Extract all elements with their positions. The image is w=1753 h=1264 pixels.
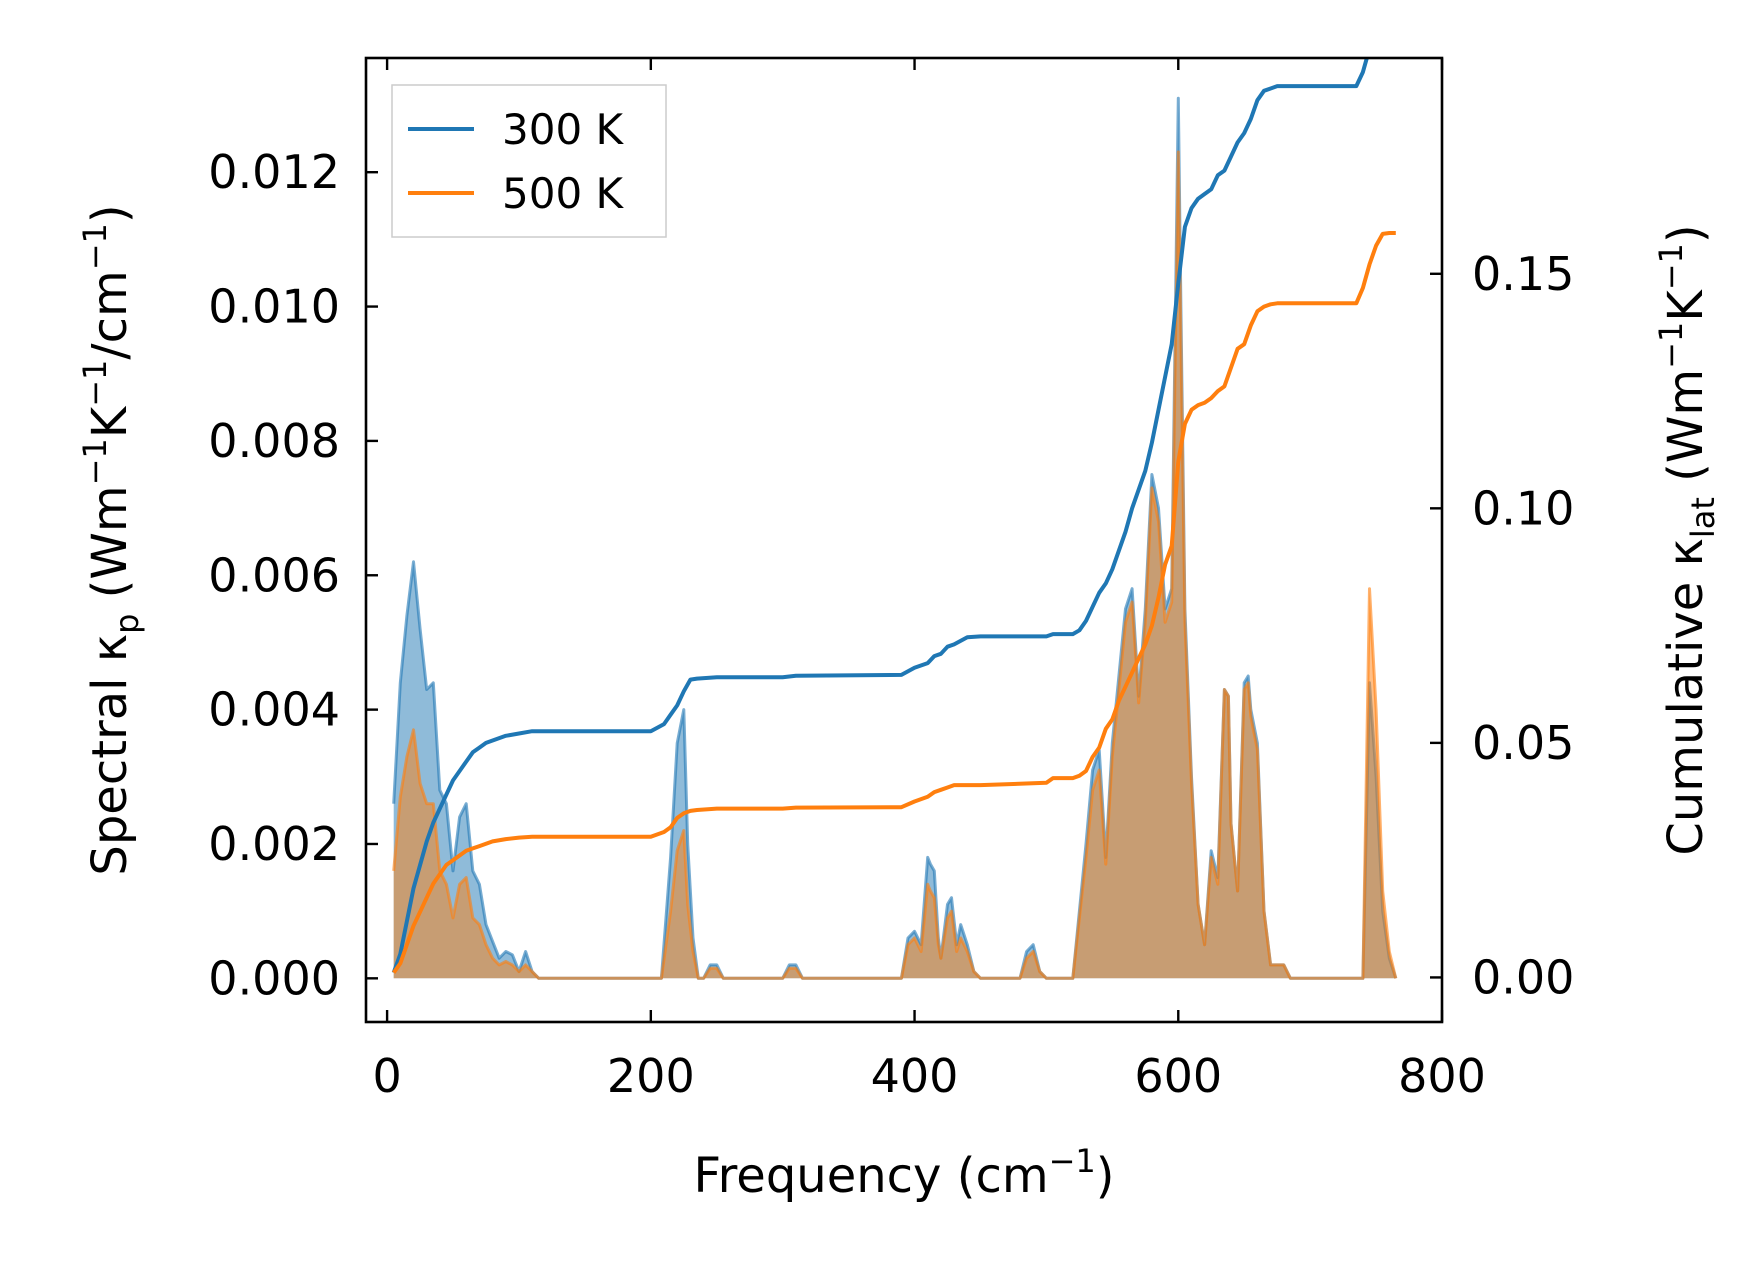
y-left-tick-label-0: 0.000 bbox=[208, 951, 340, 1005]
y-axis-right: 0.00 0.05 0.10 0.15 bbox=[1430, 247, 1574, 1004]
y-axis-right-title: Cumulative κlat (Wm−1K−1) bbox=[1652, 224, 1722, 855]
legend-label-500k: 500 K bbox=[502, 169, 625, 218]
y-left-tick-label-6: 0.012 bbox=[208, 145, 340, 199]
legend-label-300k: 300 K bbox=[502, 105, 625, 154]
y-left-unit-a: (Wm bbox=[82, 485, 138, 613]
x-axis: 0 200 400 600 800 bbox=[372, 58, 1486, 1103]
y-right-sub: lat bbox=[1684, 497, 1722, 538]
y-right-tick-label-2: 0.10 bbox=[1472, 481, 1574, 535]
y-left-tick-label-2: 0.004 bbox=[208, 683, 340, 737]
cumulative-line-1 bbox=[392, 231, 1396, 974]
x-tick-label-4: 800 bbox=[1398, 1049, 1486, 1103]
spectral-area-1 bbox=[393, 152, 1396, 979]
spectral-layer bbox=[392, 96, 1398, 980]
y-left-main: Spectral κ bbox=[82, 634, 138, 876]
spectral-line-1 bbox=[392, 150, 1398, 980]
y-left-sup2: −1 bbox=[76, 360, 114, 407]
y-left-sup3: −1 bbox=[76, 223, 114, 270]
y-left-unit-d: ) bbox=[82, 204, 138, 223]
y-axis-left-title: Spectral κp (Wm−1K−1/cm−1) bbox=[76, 204, 146, 875]
y-left-unit-c: /cm bbox=[82, 270, 138, 359]
y-left-tick-label-5: 0.010 bbox=[208, 280, 340, 334]
x-axis-title-prefix: Frequency (cm bbox=[693, 1148, 1048, 1204]
legend: 300 K 500 K bbox=[391, 84, 667, 238]
cumulative-layer bbox=[391, 58, 1396, 974]
x-axis-title-sup: −1 bbox=[1049, 1142, 1096, 1180]
plot-frame bbox=[364, 56, 1444, 1024]
x-tick-label-1: 200 bbox=[607, 1049, 695, 1103]
y-right-unit-a: (Wm bbox=[1658, 369, 1714, 497]
y-right-tick-label-0: 0.00 bbox=[1472, 950, 1574, 1004]
y-left-tick-label-1: 0.002 bbox=[208, 817, 340, 871]
y-right-main: Cumulative κ bbox=[1658, 538, 1714, 856]
legend-box bbox=[391, 84, 667, 238]
y-right-tick-label-3: 0.15 bbox=[1472, 247, 1574, 301]
x-axis-title: Frequency (cm−1) bbox=[693, 1142, 1114, 1204]
y-right-sup2: −1 bbox=[1652, 243, 1690, 290]
y-right-sup1: −1 bbox=[1652, 322, 1690, 369]
x-tick-label-2: 400 bbox=[871, 1049, 959, 1103]
y-left-tick-label-3: 0.006 bbox=[208, 548, 340, 602]
y-axis-left: 0.000 0.002 0.004 0.006 0.008 0.010 0.012 bbox=[208, 145, 378, 1005]
y-left-sup1: −1 bbox=[76, 438, 114, 485]
y-right-unit-c: ) bbox=[1658, 224, 1714, 243]
x-axis-title-suffix: ) bbox=[1096, 1148, 1115, 1204]
y-left-tick-label-4: 0.008 bbox=[208, 414, 340, 468]
y-left-unit-b: K bbox=[82, 405, 138, 438]
y-right-tick-label-1: 0.05 bbox=[1472, 716, 1574, 770]
y-right-unit-b: K bbox=[1658, 289, 1714, 322]
x-tick-label-0: 0 bbox=[372, 1049, 401, 1103]
y-left-sub: p bbox=[108, 614, 146, 634]
x-tick-label-3: 600 bbox=[1134, 1049, 1222, 1103]
cumulative-line-0 bbox=[391, 58, 1369, 974]
